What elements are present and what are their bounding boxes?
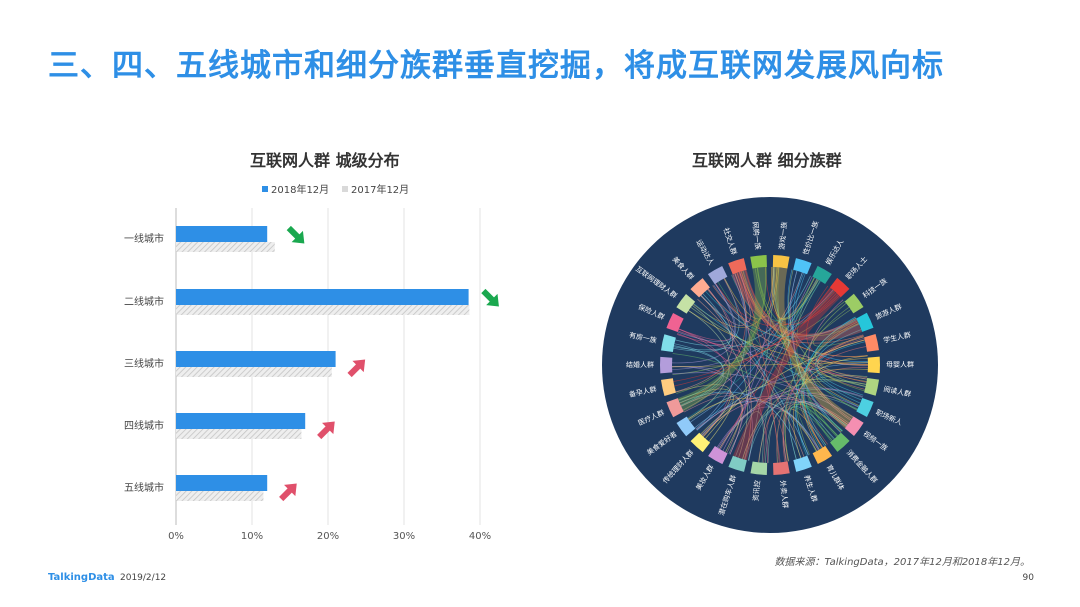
chord-arc <box>793 455 812 472</box>
chord-arc <box>773 461 790 475</box>
bar-2017 <box>176 429 302 439</box>
chord-arc <box>660 356 673 374</box>
chord-arc <box>676 416 696 437</box>
chord-arc <box>772 255 790 269</box>
bar-2017 <box>176 491 264 501</box>
chord-arc <box>666 312 684 333</box>
category-label: 四线城市 <box>124 419 164 432</box>
chord-arc <box>728 455 747 472</box>
bar-2018 <box>176 226 268 242</box>
chord-arc <box>750 255 767 269</box>
chord-group-label: 网购一族 <box>751 221 763 250</box>
bar-2018 <box>176 413 306 429</box>
x-tick-label: 10% <box>241 531 263 542</box>
legend-label-2018: 2018年12月 <box>271 183 329 196</box>
chord-arc <box>864 378 880 396</box>
chord-arc <box>661 378 676 396</box>
category-label: 三线城市 <box>124 357 164 370</box>
chord-arc <box>844 416 864 437</box>
chord-arc <box>856 312 874 332</box>
footer-date: 2019/2/12 <box>120 573 167 583</box>
bar-2018 <box>176 475 268 491</box>
chord-arc <box>856 397 874 418</box>
source-note: 数据来源：TalkingData，2017年12月和2018年12月。 <box>774 557 1030 568</box>
bar-2017 <box>176 367 332 377</box>
chord-arc <box>707 265 728 285</box>
talkingdata-logo: TalkingData <box>48 572 115 583</box>
x-tick-label: 0% <box>168 531 184 542</box>
chord-arc <box>750 461 768 475</box>
chord-arc <box>690 278 710 298</box>
segment-chord-chart: 社交人群 网购一族 游戏一族 性价比一族 娱乐达人职场人士科技一族旅游人群学生人群母婴人… <box>602 197 938 533</box>
bar-2017 <box>176 242 275 252</box>
chord-group-label: 结婚人群 <box>626 360 654 369</box>
chord-arc <box>829 277 850 298</box>
category-label: 五线城市 <box>124 481 164 494</box>
chord-group-label: 外卖人群 <box>778 480 790 509</box>
chord-arc <box>830 432 850 452</box>
chord-arc <box>708 446 728 465</box>
category-label: 一线城市 <box>124 232 164 245</box>
chord-arc <box>793 258 812 275</box>
x-tick-label: 30% <box>393 531 415 542</box>
chord-arc <box>660 334 676 352</box>
city-tier-bar-chart: 0% 10% 20% 30% 40% 2018年12月 2017年12月一线城市二线城市三线… <box>124 183 499 542</box>
chord-arc <box>812 265 832 284</box>
trend-up-arrow-icon <box>347 359 366 378</box>
chord-arc <box>864 334 879 352</box>
category-label: 二线城市 <box>124 295 164 308</box>
chord-arc <box>812 445 833 465</box>
legend: 2018年12月 2017年12月 <box>262 183 409 196</box>
chord-arc <box>844 293 864 314</box>
legend-swatch-2017 <box>342 186 348 192</box>
chord-chart-title: 互联网人群 细分族群 <box>692 151 842 170</box>
bar-chart-title: 互联网人群 城级分布 <box>250 151 400 170</box>
bar-2018 <box>176 351 336 367</box>
chord-group-label: 母婴人群 <box>886 360 914 369</box>
chord-arc <box>728 258 747 275</box>
trend-down-arrow-icon <box>481 288 499 307</box>
chord-links <box>671 266 869 464</box>
chord-bundle <box>677 267 863 461</box>
legend-swatch-2018 <box>262 186 268 192</box>
legend-label-2017: 2017年12月 <box>351 183 409 196</box>
slide-title: 三、四、五线城市和细分族群垂直挖掘，将成互联网发展风向标 <box>48 48 944 84</box>
chord-arc <box>690 432 711 453</box>
page-number: 90 <box>1022 573 1034 583</box>
chord-group-label: 资讯控 <box>751 480 762 502</box>
chord-arc <box>867 356 880 374</box>
bar-2018 <box>176 289 469 305</box>
trend-up-arrow-icon <box>317 421 335 440</box>
chord-arc <box>666 398 684 418</box>
trend-up-arrow-icon <box>279 483 297 502</box>
chord-group-label: 游戏一族 <box>777 221 789 250</box>
x-tick-label: 20% <box>317 531 339 542</box>
trend-down-arrow-icon <box>286 225 305 244</box>
x-tick-label: 40% <box>469 531 491 542</box>
chord-arc <box>676 293 696 314</box>
bar-2017 <box>176 305 470 315</box>
